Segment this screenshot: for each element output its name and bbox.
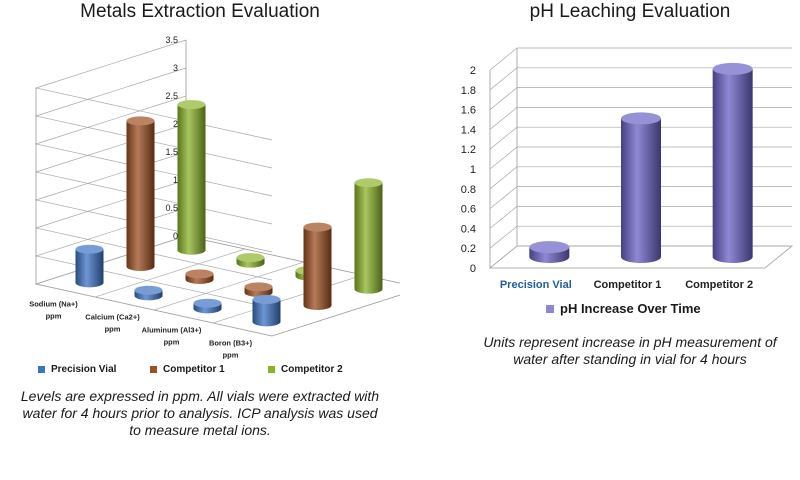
legend-label: pH Increase Over Time [560, 301, 701, 316]
bar-precision-vial-top [134, 285, 163, 295]
category-divider [153, 261, 305, 311]
y-tick-label: 2 [470, 65, 476, 77]
y-tick-label: 0 [470, 263, 476, 275]
left-chart-title: Metals Extraction Evaluation [80, 1, 320, 22]
bar-ph-competitor-2-top [712, 62, 753, 75]
right-chart-title: pH Leaching Evaluation [529, 1, 731, 22]
legend-ph-increase: pH Increase Over Time [546, 301, 701, 316]
bar-competitor-2-top [177, 100, 206, 110]
legend-label: Competitor 2 [281, 364, 343, 375]
x-tick-label: Competitor 1 [594, 279, 662, 291]
x-tick-label: ppm [223, 351, 239, 360]
x-tick-label: ppm [164, 338, 180, 347]
legend-label: Competitor 1 [163, 364, 225, 375]
bar-competitor-1-top [185, 269, 214, 279]
bar-competitor-1 [126, 120, 155, 272]
y-tick-label: 0.4 [461, 223, 476, 235]
y-tick-label: 1.8 [461, 85, 476, 97]
bar-competitor-1 [303, 227, 332, 310]
ph-leaching-chart: 0 0.2 0.4 0.6 0.8 1 1.2 1.4 1.6 1.8 2 Precision Via… [461, 47, 794, 291]
bar-competitor-2-top [236, 253, 265, 263]
y-tick-label: 0.2 [461, 243, 476, 255]
bar-precision-vial-top [75, 244, 104, 254]
category-divider [94, 248, 246, 298]
bar-competitor-1-top [126, 116, 155, 126]
category-divider [212, 274, 364, 324]
y-tick-label: 0.5 [165, 203, 178, 213]
bar-ph-competitor-1-top [621, 112, 661, 125]
y-tick-label: 3.5 [165, 35, 178, 45]
bar-competitor-2 [177, 104, 206, 255]
bar-ph-competitor-1 [621, 118, 661, 264]
right-chart-caption: Units represent increase in pH measureme… [483, 334, 777, 367]
left-chart-caption: Levels are expressed in ppm. All vials w… [20, 388, 380, 438]
y-tick-label: 0.8 [461, 184, 476, 196]
x-tick-label: Boron (B3+) [209, 339, 253, 348]
bar-ph-competitor-2 [712, 68, 753, 264]
y-tick-label: 0.6 [461, 204, 476, 216]
y-tick-label: 1.6 [461, 105, 476, 117]
x-tick-label: Aluminum (Al3+) [142, 326, 202, 335]
legend-swatch [268, 366, 275, 373]
metals-extraction-chart: 0 0.5 1 1.5 2 2.5 3 3.5 Sodium (Na+) ppm Calcium (… [29, 35, 400, 360]
y-tick-label: 1.4 [461, 124, 476, 136]
bar-precision-vial-top [252, 294, 281, 304]
bar-ph-precision-vial-top [529, 241, 570, 254]
legend-label: Precision Vial [51, 364, 117, 375]
bar-precision-vial-top [193, 298, 222, 308]
x-tick-label: Calcium (Ca2+) [85, 313, 140, 322]
bar-competitor-1-top [303, 222, 332, 232]
legend-competitor-1: Competitor 1 [150, 364, 225, 375]
x-tick-label: ppm [46, 312, 62, 321]
bar-competitor-1-top [244, 282, 273, 292]
legend-competitor-2: Competitor 2 [268, 364, 343, 375]
bar-competitor-2-top [354, 178, 383, 188]
bar-precision-vial [252, 299, 281, 327]
x-tick-label: Sodium (Na+) [29, 300, 78, 309]
y-tick-label: 1.2 [461, 144, 476, 156]
y-tick-label: 1.5 [165, 147, 178, 157]
y-tick-label: 3 [173, 63, 178, 73]
y-tick-label: 0 [173, 231, 178, 241]
bar-competitor-2 [354, 182, 383, 294]
bar-precision-vial [75, 249, 104, 288]
y-tick-label: 2.5 [165, 91, 178, 101]
x-tick-label: Precision Vial [500, 279, 572, 291]
x-tick-label: Competitor 2 [685, 279, 753, 291]
legend-swatch [546, 304, 554, 313]
y-tick-label: 1 [470, 164, 476, 176]
x-tick-label: ppm [105, 325, 121, 334]
y-tick-label: 2 [173, 119, 178, 129]
legend-precision-vial: Precision Vial [38, 364, 116, 375]
legend-swatch [150, 366, 157, 373]
y-tick-label: 1 [173, 175, 178, 185]
legend-swatch [38, 366, 45, 373]
